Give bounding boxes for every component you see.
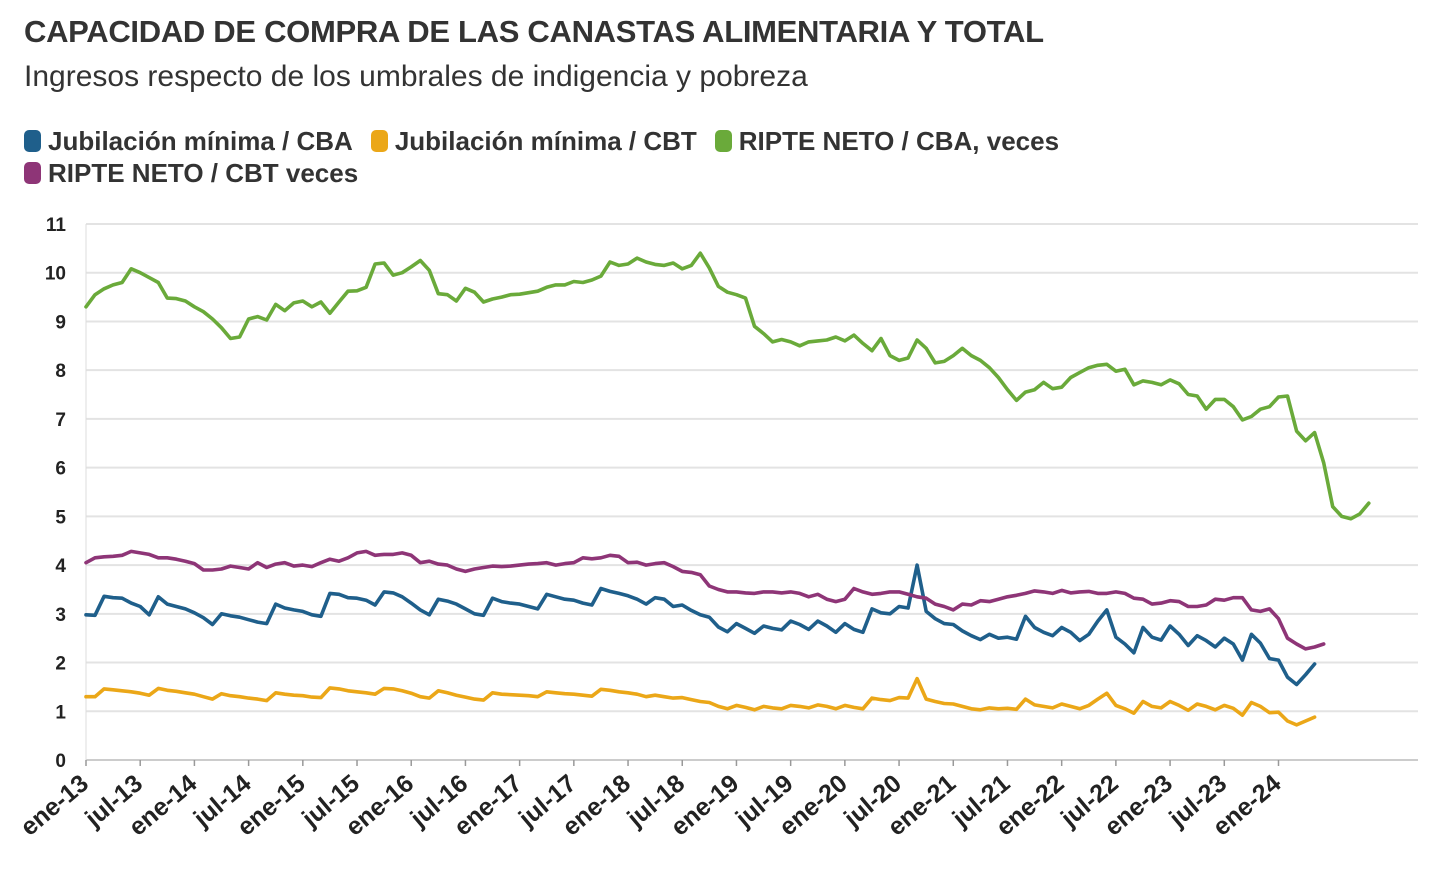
y-tick-label: 0: [55, 751, 66, 772]
series-line-2: [84, 251, 1371, 521]
legend-item-jubilacion-cba[interactable]: Jubilación mínima / CBA: [24, 126, 353, 156]
chart-subtitle: Ingresos respecto de los umbrales de ind…: [24, 60, 808, 93]
legend-swatch: [24, 130, 41, 152]
legend-label: RIPTE NETO / CBT veces: [48, 157, 359, 188]
y-tick-label: 5: [55, 507, 66, 528]
y-tick-label: 11: [46, 215, 67, 236]
legend-item-ripte-cba[interactable]: RIPTE NETO / CBA, veces: [714, 125, 1060, 156]
series-line-3: [84, 549, 1326, 651]
y-tick-label: 7: [55, 410, 66, 431]
legend-item-jubilacion-cbt[interactable]: Jubilación mínima / CBT: [370, 125, 697, 156]
y-tick-label: 1: [55, 702, 66, 723]
legend-swatch: [24, 162, 41, 184]
legend-label: RIPTE NETO / CBA, veces: [738, 125, 1060, 156]
y-tick-label: 3: [55, 605, 66, 626]
legend-label: Jubilación mínima / CBA: [48, 125, 353, 156]
y-tick-label: 4: [55, 556, 66, 577]
y-tick-label: 8: [55, 361, 66, 382]
y-tick-label: 9: [55, 312, 66, 333]
legend-item-ripte-cbt[interactable]: RIPTE NETO / CBT veces: [24, 158, 358, 188]
series-line-1: [84, 676, 1317, 727]
legend-label: Jubilación mínima / CBT: [394, 125, 697, 156]
series-line-0: [84, 563, 1317, 687]
legend: Jubilación mínima / CBA Jubilación mínim…: [24, 126, 1204, 188]
legend-swatch: [714, 130, 732, 152]
y-tick-label: 6: [55, 459, 66, 480]
y-tick-label: 10: [45, 264, 66, 285]
chart-title: CAPACIDAD DE COMPRA DE LAS CANASTAS ALIM…: [24, 14, 1044, 49]
legend-swatch: [370, 130, 388, 152]
y-tick-label: 2: [55, 654, 66, 675]
x-tick-label: ene-13: [15, 769, 94, 841]
